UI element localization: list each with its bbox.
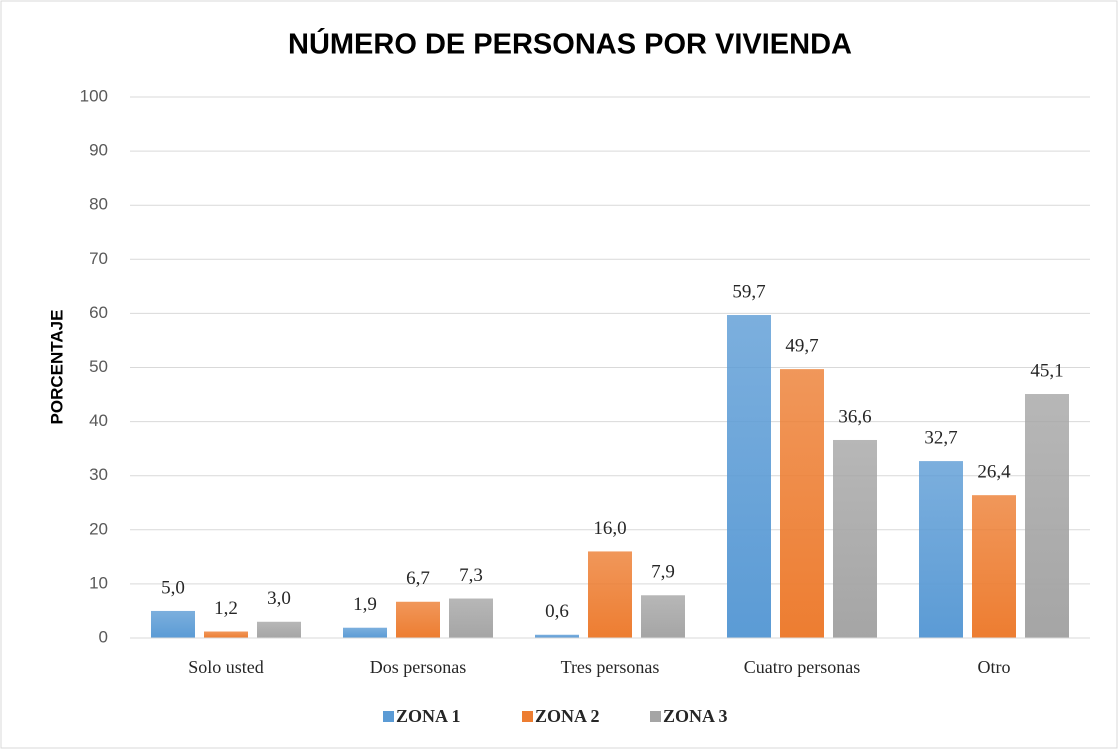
- bar: [641, 595, 685, 638]
- bar: [972, 495, 1016, 638]
- data-label: 59,7: [732, 281, 765, 302]
- y-axis-label: PORCENTAJE: [47, 310, 66, 425]
- data-label: 26,4: [977, 462, 1011, 483]
- chart-title: NÚMERO DE PERSONAS POR VIVIENDA: [288, 27, 852, 61]
- data-label: 32,7: [924, 427, 957, 448]
- data-label: 7,3: [459, 565, 483, 586]
- x-tick-label: Tres personas: [561, 657, 660, 677]
- y-tick-label: 50: [89, 357, 108, 376]
- data-label: 1,9: [353, 594, 377, 615]
- bar: [257, 621, 301, 638]
- bar: [343, 627, 387, 638]
- y-tick-label: 70: [89, 249, 108, 268]
- x-tick-label: Otro: [978, 657, 1011, 677]
- bar: [151, 610, 195, 638]
- bar: [396, 601, 440, 638]
- data-label: 16,0: [593, 518, 626, 539]
- bar: [1025, 394, 1069, 638]
- bar: [919, 461, 963, 638]
- y-tick-label: 30: [89, 465, 108, 484]
- bar: [727, 315, 771, 638]
- x-tick-label: Dos personas: [370, 657, 467, 677]
- y-tick-label: 10: [89, 573, 108, 592]
- bar: [588, 551, 632, 638]
- bar: [449, 598, 493, 638]
- bar: [204, 631, 248, 638]
- y-tick-label: 60: [89, 303, 108, 322]
- data-label: 1,2: [214, 598, 238, 619]
- data-label: 6,7: [406, 568, 430, 589]
- legend-label: ZONA 1: [396, 706, 461, 726]
- legend-swatch: [383, 711, 394, 722]
- y-tick-label: 100: [80, 86, 108, 105]
- y-tick-label: 0: [99, 627, 108, 646]
- data-label: 36,6: [838, 406, 871, 427]
- y-tick-label: 80: [89, 195, 108, 214]
- bar: [535, 634, 579, 638]
- data-label: 3,0: [267, 588, 291, 609]
- data-label: 5,0: [161, 577, 185, 598]
- y-tick-label: 20: [89, 519, 108, 538]
- bar: [833, 439, 877, 638]
- legend-label: ZONA 2: [535, 706, 600, 726]
- x-tick-label: Solo usted: [188, 657, 264, 677]
- data-label: 7,9: [651, 562, 675, 583]
- y-tick-label: 90: [89, 141, 108, 160]
- data-label: 45,1: [1030, 360, 1063, 381]
- legend-swatch: [650, 711, 661, 722]
- legend-swatch: [522, 711, 533, 722]
- data-label: 49,7: [785, 335, 818, 356]
- bar: [780, 369, 824, 638]
- y-tick-label: 40: [89, 411, 108, 430]
- legend-label: ZONA 3: [663, 706, 728, 726]
- data-label: 0,6: [545, 601, 569, 622]
- x-tick-label: Cuatro personas: [744, 657, 860, 677]
